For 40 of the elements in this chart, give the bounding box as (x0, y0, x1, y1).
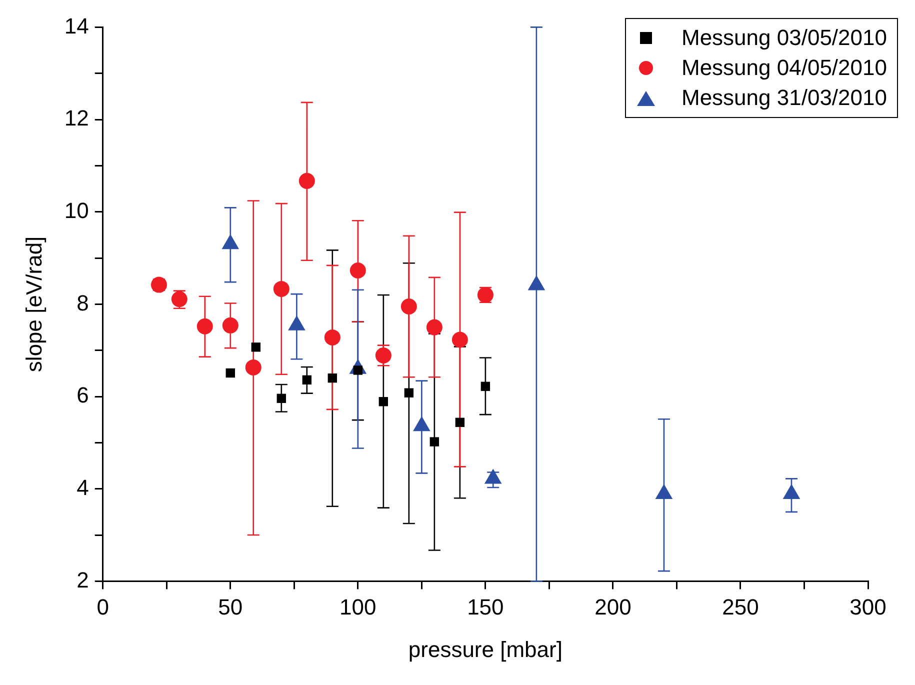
point (404, 388, 414, 398)
point (480, 382, 490, 391)
point (375, 347, 392, 364)
point (455, 418, 465, 427)
legend-label: Messung 31/03/2010 (682, 85, 887, 111)
y-tick-label: 10 (64, 198, 89, 223)
point (222, 317, 238, 334)
x-tick-label: 150 (467, 594, 504, 620)
point (196, 318, 213, 334)
point (302, 375, 312, 385)
point (251, 342, 260, 352)
point (273, 280, 290, 297)
point (426, 319, 442, 336)
x-tick-label: 300 (850, 594, 886, 620)
legend-label: Messung 03/05/2010 (682, 25, 887, 51)
x-tick-label: 0 (96, 594, 109, 620)
y-tick-label: 2 (76, 567, 89, 592)
point (350, 262, 366, 278)
point (226, 368, 235, 378)
x-tick-label: 200 (594, 594, 632, 620)
point (298, 172, 315, 189)
y-tick-label: 8 (76, 290, 89, 316)
y-tick-label: 4 (76, 474, 89, 500)
point (378, 397, 388, 406)
y-tick-label: 14 (64, 13, 89, 38)
point (430, 437, 440, 446)
legend-label: Messung 04/05/2010 (682, 55, 887, 81)
point (452, 332, 468, 348)
x-axis-title: pressure [mbar] (408, 636, 562, 662)
point (400, 298, 417, 315)
x-tick-label: 250 (722, 594, 759, 620)
y-axis-title: slope [eV/rad] (21, 236, 46, 372)
y-tick-label: 6 (76, 382, 89, 408)
x-tick-label: 100 (340, 594, 376, 620)
point (324, 329, 340, 346)
x-tick-label: 50 (218, 594, 243, 620)
y-tick-label: 12 (64, 106, 89, 131)
point (276, 394, 286, 403)
point (328, 373, 338, 383)
point (245, 359, 262, 376)
